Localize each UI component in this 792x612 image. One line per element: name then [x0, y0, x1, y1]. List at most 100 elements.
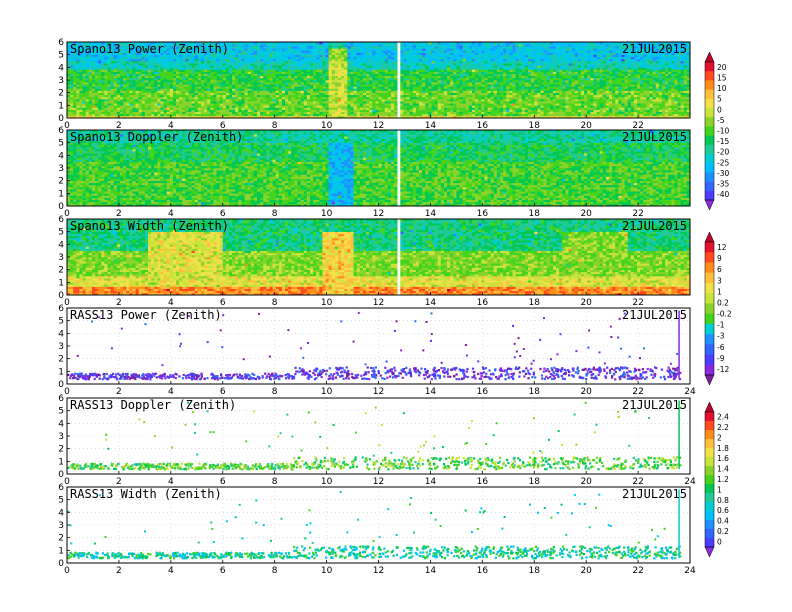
heatmap-cell [316, 103, 320, 106]
heatmap-cell [91, 56, 96, 60]
heatmap-cell [484, 86, 488, 89]
heatmap-cell [269, 56, 273, 60]
heatmap-cell [154, 99, 158, 102]
heatmap-cell [415, 94, 420, 98]
heatmap-cell [369, 71, 373, 74]
heatmap-cell [384, 58, 389, 62]
heatmap-cell [462, 99, 467, 102]
heatmap-cell [306, 99, 311, 102]
heatmap-cell [428, 54, 432, 58]
heatmap-cell [338, 109, 342, 112]
heatmap-cell [306, 67, 311, 70]
heatmap-cell [288, 84, 292, 87]
heatmap-cell [303, 101, 308, 104]
heatmap-cell [309, 73, 314, 77]
heatmap-cell [197, 61, 202, 64]
heatmap-cell [390, 92, 395, 96]
heatmap-cell [403, 69, 407, 72]
heatmap-cell [387, 99, 392, 102]
heatmap-cell [91, 90, 96, 93]
heatmap-cell [157, 101, 161, 104]
heatmap-cell [79, 58, 83, 62]
heatmap-cell [428, 61, 432, 64]
heatmap-cell [85, 46, 90, 49]
heatmap-cell [447, 52, 451, 55]
heatmap-cell [278, 105, 283, 108]
heatmap-cell [269, 52, 273, 55]
heatmap-cell [381, 50, 386, 53]
heatmap-cell [462, 84, 467, 87]
heatmap-cell [471, 109, 476, 112]
heatmap-cell [447, 65, 451, 68]
heatmap-cell [219, 113, 224, 117]
heatmap-cell [409, 86, 414, 89]
heatmap-cell [381, 86, 386, 89]
heatmap-cell [475, 77, 479, 81]
heatmap-cell [409, 48, 414, 51]
heatmap-cell [222, 46, 227, 49]
heatmap-cell [210, 99, 214, 102]
heatmap-cell [294, 54, 298, 58]
heatmap-cell [334, 86, 339, 89]
heatmap-cell [294, 115, 298, 119]
heatmap-cell [107, 48, 111, 51]
heatmap-cell [369, 94, 373, 98]
heatmap-cell [222, 63, 227, 66]
heatmap-cell [266, 99, 270, 102]
heatmap-cell [450, 99, 454, 102]
heatmap-cell [322, 86, 326, 89]
heatmap-cell [471, 90, 476, 93]
heatmap-cell [101, 105, 105, 108]
heatmap-cell [257, 75, 261, 79]
heatmap-cell [179, 54, 183, 58]
heatmap-cell [294, 71, 298, 74]
heatmap-cell [471, 50, 476, 53]
heatmap-cell [316, 67, 320, 70]
heatmap-cell [328, 103, 333, 106]
heatmap-cell [207, 113, 211, 117]
heatmap-cell [285, 115, 289, 119]
heatmap-cell [160, 58, 164, 62]
heatmap-cell [344, 99, 348, 102]
heatmap-cell [281, 107, 286, 110]
heatmap-cell [244, 88, 248, 91]
heatmap-cell [225, 42, 230, 45]
heatmap-cell [188, 54, 192, 58]
heatmap-cell [471, 84, 476, 87]
heatmap-cell [453, 69, 457, 72]
heatmap-cell [409, 73, 414, 77]
heatmap-cell [453, 50, 457, 53]
heatmap-cell [381, 61, 386, 64]
heatmap-cell [169, 67, 174, 70]
heatmap-cell [101, 82, 105, 85]
heatmap-cell [459, 46, 463, 49]
heatmap-cell [253, 63, 258, 66]
heatmap-cell [151, 61, 155, 64]
heatmap-cell [487, 42, 491, 45]
heatmap-cell [204, 82, 208, 85]
heatmap-cell [213, 48, 217, 51]
heatmap-cell [325, 90, 329, 93]
heatmap-cell [278, 46, 283, 49]
heatmap-cell [291, 46, 295, 49]
heatmap-cell [278, 44, 283, 47]
heatmap-cell [381, 82, 386, 85]
heatmap-cell [241, 96, 245, 100]
heatmap-cell [428, 113, 432, 117]
heatmap-cell [341, 82, 345, 85]
heatmap-cell [309, 105, 314, 108]
heatmap-cell [244, 50, 248, 53]
heatmap-cell [297, 111, 301, 115]
heatmap-cell [253, 73, 258, 77]
heatmap-cell [285, 42, 289, 45]
heatmap-cell [381, 75, 386, 79]
heatmap-cell [484, 99, 488, 102]
heatmap-cell [285, 111, 289, 115]
heatmap-cell [369, 90, 373, 93]
heatmap-cell [400, 63, 404, 66]
heatmap-cell [126, 71, 130, 74]
heatmap-cell [306, 115, 311, 119]
heatmap-cell [210, 109, 214, 112]
heatmap-cell [481, 56, 485, 60]
heatmap-cell [238, 94, 242, 98]
